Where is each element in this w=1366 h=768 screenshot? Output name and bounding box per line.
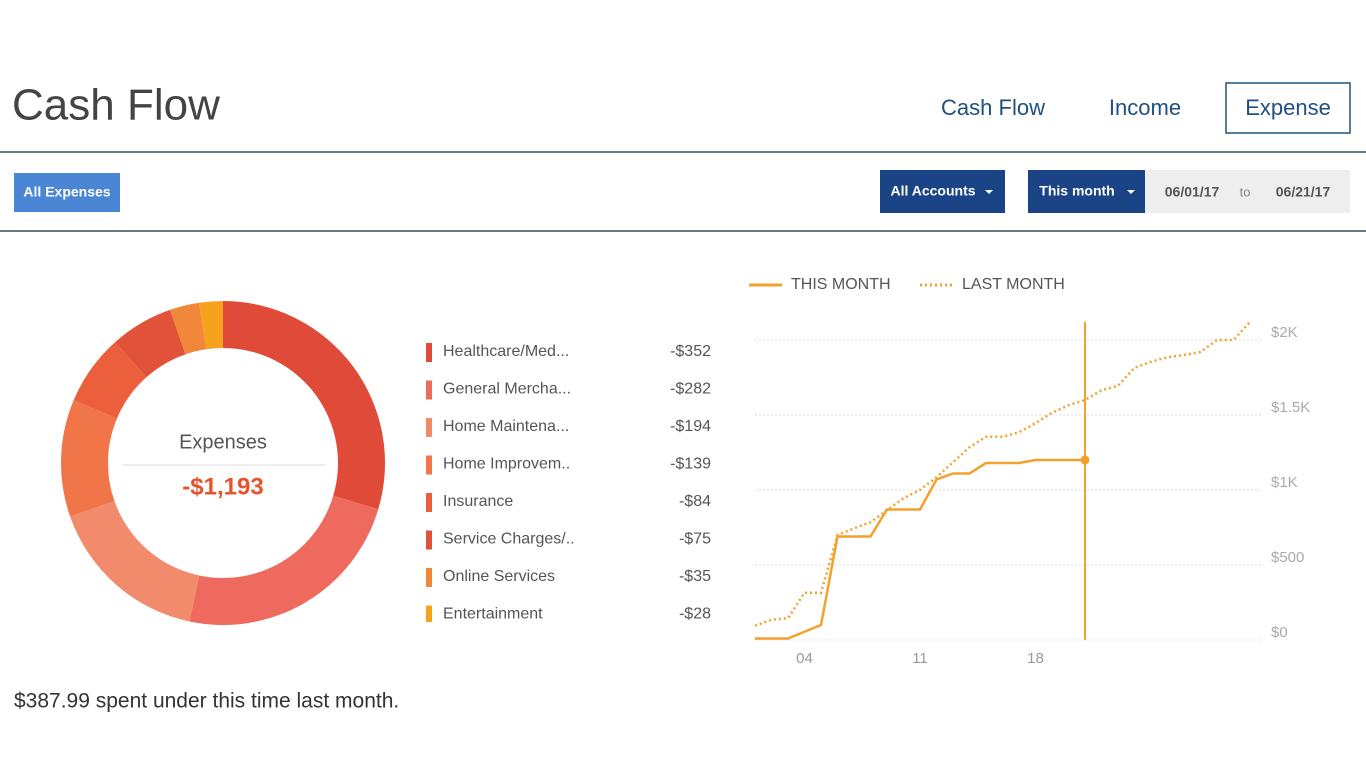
legend-value: -$75 <box>679 531 711 548</box>
summary-text: $387.99 spent under this time last month… <box>14 690 399 713</box>
donut-segment <box>223 301 385 510</box>
legend-label: LAST MONTH <box>962 276 1065 293</box>
series-line <box>754 321 1251 627</box>
legend-label: Healthcare/Med... <box>443 343 569 360</box>
legend-label: THIS MONTH <box>791 276 891 293</box>
donut-segment <box>115 309 186 378</box>
donut-center-label: Expenses <box>179 431 267 453</box>
donut-legend: Healthcare/Med... -$352 General Mercha... -… <box>426 343 711 623</box>
donut-segment <box>199 301 223 350</box>
x-tick-label: 04 <box>796 650 813 667</box>
period-dropdown[interactable]: This month <box>1028 170 1145 213</box>
legend-label: Home Maintena... <box>443 418 569 435</box>
y-tick-label: $2K <box>1271 324 1298 341</box>
line-chart: $0 $500 $1K $1.5K $2K 04 11 18 THIS MONTH LAST MO… <box>749 276 1310 667</box>
tab-label: Expense <box>1245 95 1331 120</box>
legend-swatch <box>426 568 432 587</box>
legend-label: Online Services <box>443 568 555 585</box>
legend-value: -$84 <box>679 493 711 510</box>
donut-segment <box>70 501 200 622</box>
legend-value: -$139 <box>670 456 711 473</box>
dropdown-label: This month <box>1039 183 1114 199</box>
end-date[interactable]: 06/21/17 <box>1276 184 1331 200</box>
legend-swatch <box>426 418 432 437</box>
donut-segment <box>60 400 117 517</box>
tab[interactable]: Expense <box>1225 82 1351 134</box>
account-dropdown[interactable]: All Accounts <box>880 170 1005 213</box>
series-line <box>755 458 1085 640</box>
donut-chart: Expenses -$1,193 <box>60 301 385 625</box>
legend-value: -$282 <box>670 381 711 398</box>
legend-swatch <box>426 605 432 622</box>
donut-segment <box>170 302 207 355</box>
legend-label: Insurance <box>443 493 513 510</box>
tab[interactable]: Income <box>1109 95 1181 120</box>
tab-bar: Cash Flow Income Expense <box>941 82 1351 134</box>
caret <box>1127 190 1135 194</box>
donut-segment <box>73 342 147 419</box>
caret <box>985 190 993 194</box>
date-range-bg <box>1145 170 1350 213</box>
legend-label: Entertainment <box>443 606 543 623</box>
active-tab-border <box>1225 82 1351 134</box>
legend-swatch <box>426 343 432 362</box>
start-date[interactable]: 06/01/17 <box>1165 184 1220 200</box>
legend-swatch <box>426 530 432 550</box>
legend-swatch <box>426 455 432 475</box>
x-tick-label: 18 <box>1027 650 1044 667</box>
tab[interactable]: Cash Flow <box>941 95 1045 120</box>
legend-swatch <box>426 380 432 400</box>
y-tick-label: $1.5K <box>1271 399 1310 416</box>
filter-button[interactable]: All Expenses <box>14 173 120 212</box>
dropdown-bg <box>1028 170 1145 213</box>
button-label: All Expenses <box>23 184 110 200</box>
legend-value: -$352 <box>670 343 711 360</box>
legend-swatch <box>426 493 432 512</box>
legend-label: Home Improvem.. <box>443 456 570 473</box>
x-tick-label: 11 <box>912 650 928 667</box>
tab-label: Cash Flow <box>941 95 1045 120</box>
page-title: Cash Flow <box>12 81 220 130</box>
y-tick-label: $0 <box>1271 624 1288 641</box>
date-separator: to <box>1240 184 1251 199</box>
button-bg <box>14 173 120 212</box>
current-point <box>1080 455 1090 465</box>
dropdown-bg <box>880 170 1005 213</box>
legend-value: -$28 <box>679 606 711 623</box>
donut-segment <box>189 495 379 625</box>
dropdown-label: All Accounts <box>890 183 975 199</box>
legend-value: -$194 <box>670 418 711 435</box>
legend-label: Service Charges/.. <box>443 531 575 548</box>
y-tick-label: $500 <box>1271 549 1304 566</box>
y-tick-label: $1K <box>1271 474 1298 491</box>
tab-label: Income <box>1109 95 1181 120</box>
donut-total: -$1,193 <box>182 473 263 500</box>
legend-label: General Mercha... <box>443 381 571 398</box>
legend-value: -$35 <box>679 568 711 585</box>
